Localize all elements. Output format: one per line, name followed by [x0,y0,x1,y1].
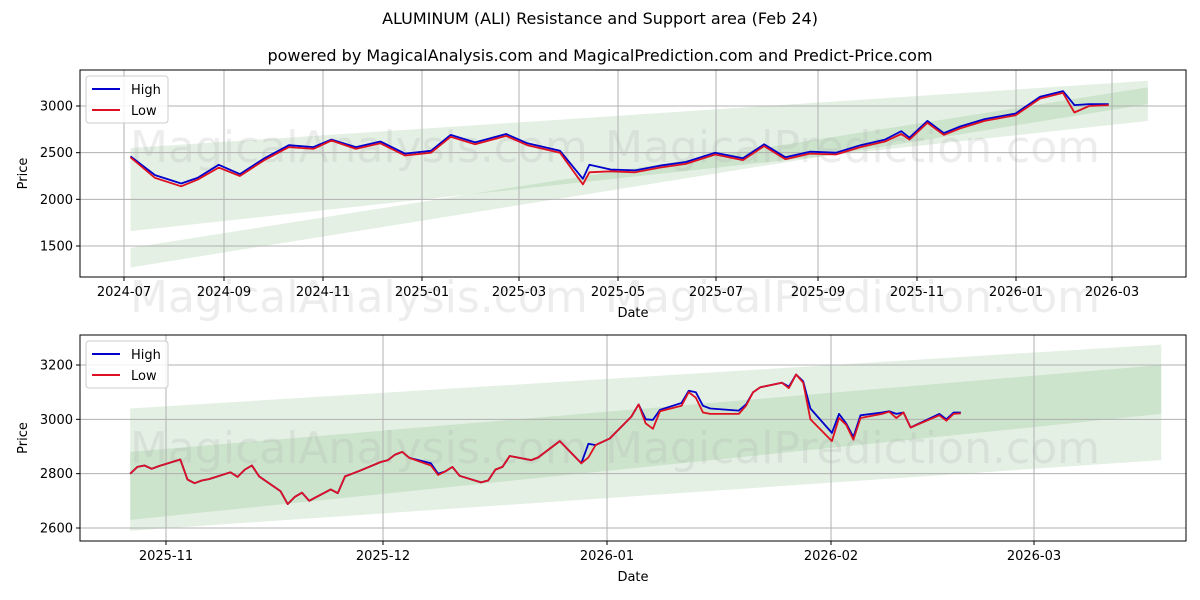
x-tick-label: 2026-03 [1085,285,1139,300]
watermark: MagicalAnalysis.com [130,272,588,323]
x-tick-label: 2025-11 [139,549,193,564]
legend-low-label: Low [131,369,157,384]
legend-high-label: High [131,348,161,363]
legend: High Low [85,340,169,389]
chart-subtitle: powered by MagicalAnalysis.com and Magic… [267,46,933,65]
series-high-line [129,90,1109,185]
chart-title: ALUMINUM (ALI) Resistance and Support ar… [382,9,818,28]
support-band [130,365,1162,531]
watermark: MagicalAnalysis.com [130,423,588,474]
x-tick-label: 2024-09 [197,285,251,300]
y-axis-label: Price [16,158,31,190]
x-tick-label: 2025-03 [492,285,546,300]
y-tick-label: 2600 [40,522,73,537]
bands [130,344,1162,531]
x-tick-label: 2025-01 [395,285,449,300]
x-tick-label: 2026-03 [1007,549,1061,564]
plot-frame [79,69,1187,278]
chart-panel-2: MagicalAnalysis.com MagicalPrediction.com… [16,334,1187,585]
x-tick-label: 2026-02 [804,549,858,564]
series-low-line [129,373,961,505]
y-tick-label: 2800 [40,467,73,482]
support-band [130,87,1148,268]
bands [130,80,1148,268]
resistance-band [130,344,1162,520]
x-tick-label: 2026-01 [989,285,1043,300]
x-tick-label: 2025-11 [890,285,944,300]
plot-frame [79,334,1187,542]
x-tick-label: 2024-07 [97,285,151,300]
resistance-band [130,80,1148,232]
series-low-line [129,92,1109,188]
x-axis-label: Date [617,570,648,585]
y-tick-label: 3000 [40,413,73,428]
x-tick-label: 2025-05 [591,285,645,300]
y-tick-label: 3200 [40,359,73,374]
y-tick-label: 2500 [40,146,73,161]
chart-panel-1: MagicalAnalysis.com MagicalPrediction.com… [16,69,1187,323]
y-axis-label: Price [16,422,31,454]
legend-high-label: High [131,83,161,98]
legend: High Low [85,75,169,124]
x-tick-label: 2026-01 [580,549,634,564]
y-tick-label: 2000 [40,193,73,208]
x-axis-label: Date [617,306,648,321]
watermark: MagicalPrediction.com [605,423,1100,474]
y-tick-label: 3000 [40,100,73,115]
x-tick-label: 2024-11 [296,285,350,300]
x-tick-label: 2025-09 [791,285,845,300]
x-tick-label: 2025-12 [356,549,410,564]
watermark: MagicalPrediction.com [605,272,1100,323]
legend-low-label: Low [131,104,157,119]
y-tick-label: 1500 [40,240,73,255]
x-tick-label: 2025-07 [689,285,743,300]
